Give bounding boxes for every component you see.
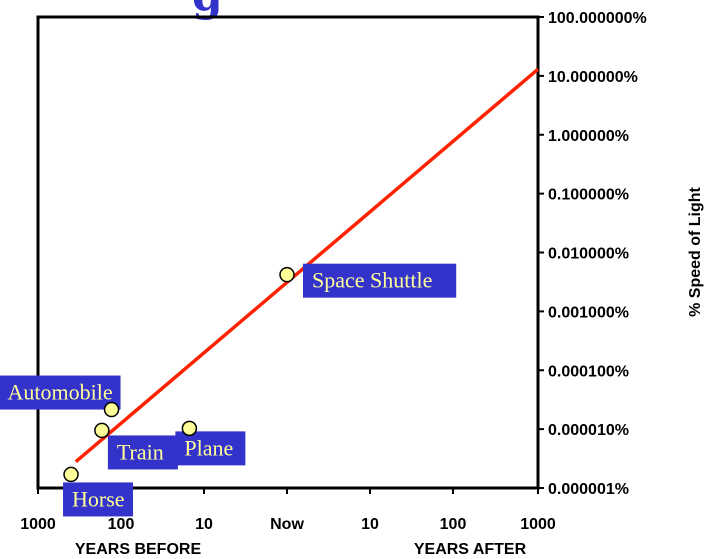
x-group-label-after: YEARS AFTER bbox=[414, 541, 527, 558]
point-label-box bbox=[303, 263, 457, 298]
point-label: Horse bbox=[72, 486, 125, 511]
y-tick-label: 0.000001% bbox=[548, 481, 629, 498]
x-tick-label: 1000 bbox=[520, 516, 556, 533]
y-axis: 100.000000% 10.000000% 1.000000% 0.100000% 0… bbox=[538, 10, 647, 498]
x-axis: 1000 100 10 Now 10 100 1000 bbox=[20, 488, 556, 533]
x-tick-label: 10 bbox=[195, 516, 213, 533]
point-label-box bbox=[107, 435, 178, 470]
point-label-box bbox=[175, 431, 246, 466]
x-tick-label: 10 bbox=[361, 516, 379, 533]
y-tick-label: 0.001000% bbox=[548, 304, 629, 321]
point-group: Space Shuttle bbox=[279, 263, 457, 298]
x-tick-label: 100 bbox=[108, 516, 135, 533]
data-point-marker bbox=[103, 401, 120, 418]
point-label-box bbox=[0, 375, 121, 410]
point-label: Space Shuttle bbox=[312, 268, 432, 293]
y-tick-label: 0.100000% bbox=[548, 187, 629, 204]
y-tick-label: 0.010000% bbox=[548, 246, 629, 263]
y-tick-label: 100.000000% bbox=[548, 10, 647, 27]
data-point-marker bbox=[279, 266, 295, 283]
point-group: Plane bbox=[175, 420, 246, 466]
point-group: Train bbox=[94, 422, 178, 470]
data-point-marker bbox=[94, 422, 110, 439]
data-point-marker bbox=[181, 420, 198, 437]
x-tick-label: Now bbox=[270, 516, 304, 533]
point-label-box bbox=[63, 482, 134, 517]
point-label: Automobile bbox=[8, 380, 113, 405]
x-group-label-before: YEARS BEFORE bbox=[75, 541, 202, 558]
x-tick-label: 1000 bbox=[20, 516, 56, 533]
y-tick-label: 1.000000% bbox=[548, 128, 629, 145]
y-tick-label: 0.000100% bbox=[548, 363, 629, 380]
plot-frame bbox=[36, 15, 540, 490]
point-label: Plane bbox=[184, 435, 233, 460]
data-point-marker bbox=[63, 466, 79, 483]
y-tick-label: 0.000010% bbox=[548, 422, 629, 439]
point-group: Horse bbox=[63, 466, 134, 517]
point-label: Train bbox=[117, 439, 164, 464]
data-points: Horse Train Automobile Plane Space Shuttle bbox=[0, 263, 457, 517]
y-axis-title: % Speed of Light bbox=[687, 186, 704, 316]
x-tick-label: 100 bbox=[440, 516, 467, 533]
point-group: Automobile bbox=[0, 375, 121, 418]
y-tick-label: 10.000000% bbox=[548, 69, 638, 86]
